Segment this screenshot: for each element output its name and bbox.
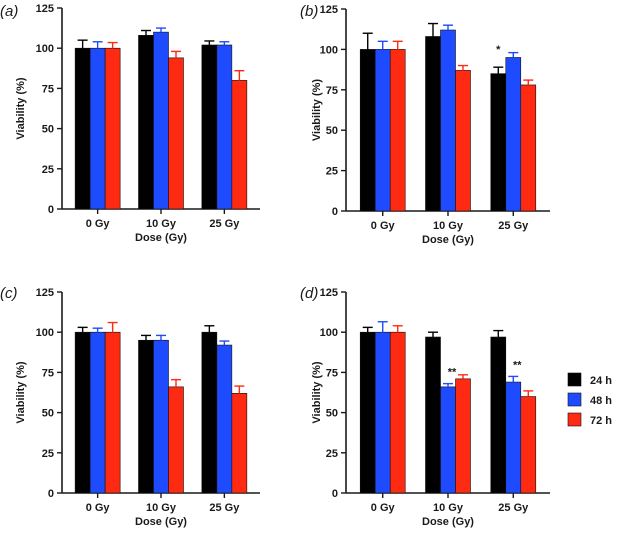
x-tick-label: 0 Gy (371, 502, 396, 514)
x-axis-title: Dose (Gy) (422, 516, 474, 528)
panel-letter: (a) (0, 3, 18, 20)
bar-25gy-s2 (505, 57, 522, 212)
bar-25gy-s2 (505, 381, 522, 494)
y-tick-label: 0 (332, 488, 338, 500)
x-tick-label: 25 Gy (498, 220, 529, 232)
y-tick-label: 125 (320, 287, 338, 299)
panel-c: (c) 0 25 50 75 100 125 Viability (%) 0 Gy 10 Gy 25… (0, 285, 260, 528)
bar-0gy-s1 (359, 49, 376, 212)
bar-10gy-s1 (425, 36, 441, 212)
bar-25gy-s3 (520, 84, 537, 212)
bar-25gy-s2 (216, 44, 233, 210)
x-tick-label: 25 Gy (209, 502, 240, 514)
bar-25gy-s1 (201, 331, 218, 494)
legend-label: 24 h (590, 375, 612, 387)
y-tick-label: 50 (326, 408, 338, 420)
y-tick-label: 75 (42, 367, 54, 379)
bar-25gy-s1 (490, 73, 507, 212)
bar-10gy-s2 (440, 29, 456, 212)
bar-10gy-s2 (153, 339, 169, 494)
y-tick-label: 100 (36, 327, 54, 339)
y-tick-label: 100 (320, 44, 338, 56)
bar-10gy-s3 (168, 386, 184, 494)
bar-0gy-s1 (359, 331, 376, 494)
y-tick-label: 50 (42, 408, 54, 420)
y-tick-label: 25 (42, 164, 54, 176)
bar-0gy-s3 (389, 49, 406, 212)
bar-10gy-s2 (153, 31, 169, 210)
bar-25gy-s1 (201, 44, 218, 210)
panel-d: (d) 0 25 50 75 100 125 Viability (%) 0 Gy 10 Gy **… (300, 285, 550, 528)
bar-0gy-s2 (374, 49, 391, 212)
y-tick-label: 125 (36, 287, 54, 299)
y-tick-label: 100 (36, 43, 54, 55)
y-tick-label: 25 (42, 448, 54, 460)
x-tick-label: 0 Gy (86, 502, 111, 514)
y-tick-label: 75 (42, 83, 54, 95)
bar-10gy-s1 (138, 339, 154, 494)
x-tick-label: 10 Gy (433, 502, 464, 514)
y-tick-label: 25 (326, 448, 338, 460)
legend: 24 h 48 h 72 h (567, 372, 612, 427)
bar-10gy-s3 (455, 378, 471, 494)
y-tick-label: 75 (326, 85, 338, 97)
bar-10gy-s1 (138, 35, 154, 210)
panel-b: (b) 0 25 50 75 100 125 Viability (%) 0 Gy 10 Gy 25… (300, 3, 550, 246)
y-axis-title: Viability (%) (15, 361, 27, 423)
legend-label: 48 h (590, 395, 612, 407)
bar-25gy-s3 (231, 80, 248, 210)
x-axis-title: Dose (Gy) (135, 232, 187, 244)
bar-0gy-s2 (89, 47, 106, 210)
x-tick-label: 25 Gy (498, 502, 529, 514)
y-tick-label: 75 (326, 367, 338, 379)
y-tick-label: 50 (326, 125, 338, 137)
x-tick-label: 0 Gy (86, 218, 111, 230)
legend-swatch (567, 412, 582, 427)
y-tick-label: 125 (320, 4, 338, 16)
significance-marker: ** (513, 359, 522, 371)
y-tick-label: 25 (326, 166, 338, 178)
y-axis-title: Viability (%) (15, 77, 27, 139)
bar-25gy-s3 (231, 393, 248, 494)
y-tick-label: 100 (320, 327, 338, 339)
bar-0gy-s3 (104, 47, 121, 210)
bar-10gy-s3 (168, 57, 184, 210)
x-tick-label: 10 Gy (146, 502, 177, 514)
bar-25gy-s2 (216, 344, 233, 494)
panel-letter: (c) (0, 285, 18, 302)
x-tick-label: 25 Gy (209, 218, 240, 230)
legend-swatch (567, 372, 582, 387)
bar-0gy-s1 (74, 331, 91, 494)
x-tick-label: 10 Gy (433, 220, 464, 232)
y-tick-label: 0 (332, 206, 338, 218)
bar-0gy-s3 (104, 331, 121, 494)
panel-a: (a) 0 25 50 75 100 125 Viability (%) 0 Gy 10 Gy 25… (0, 3, 260, 244)
bar-10gy-s1 (425, 336, 441, 494)
bar-0gy-s2 (89, 331, 106, 494)
x-axis-title: Dose (Gy) (135, 516, 187, 528)
y-tick-label: 0 (48, 488, 54, 500)
y-axis-title: Viability (%) (311, 361, 323, 423)
x-tick-label: 10 Gy (146, 218, 177, 230)
panel-letter: (b) (300, 3, 318, 20)
x-tick-label: 0 Gy (371, 220, 396, 232)
significance-marker: * (496, 44, 501, 56)
bar-0gy-s2 (374, 331, 391, 494)
legend-label: 72 h (590, 415, 612, 427)
y-tick-label: 50 (42, 124, 54, 136)
bar-0gy-s1 (74, 47, 91, 210)
bar-10gy-s3 (455, 70, 471, 212)
significance-marker: ** (448, 367, 457, 379)
bar-0gy-s3 (389, 331, 406, 494)
y-tick-label: 125 (36, 3, 54, 15)
legend-swatch (567, 392, 582, 407)
bar-25gy-s1 (490, 336, 507, 494)
bar-10gy-s2 (440, 386, 456, 494)
y-axis-title: Viability (%) (311, 79, 323, 141)
x-axis-title: Dose (Gy) (422, 234, 474, 246)
y-tick-label: 0 (48, 204, 54, 216)
panel-letter: (d) (300, 285, 318, 302)
bar-25gy-s3 (520, 396, 537, 494)
